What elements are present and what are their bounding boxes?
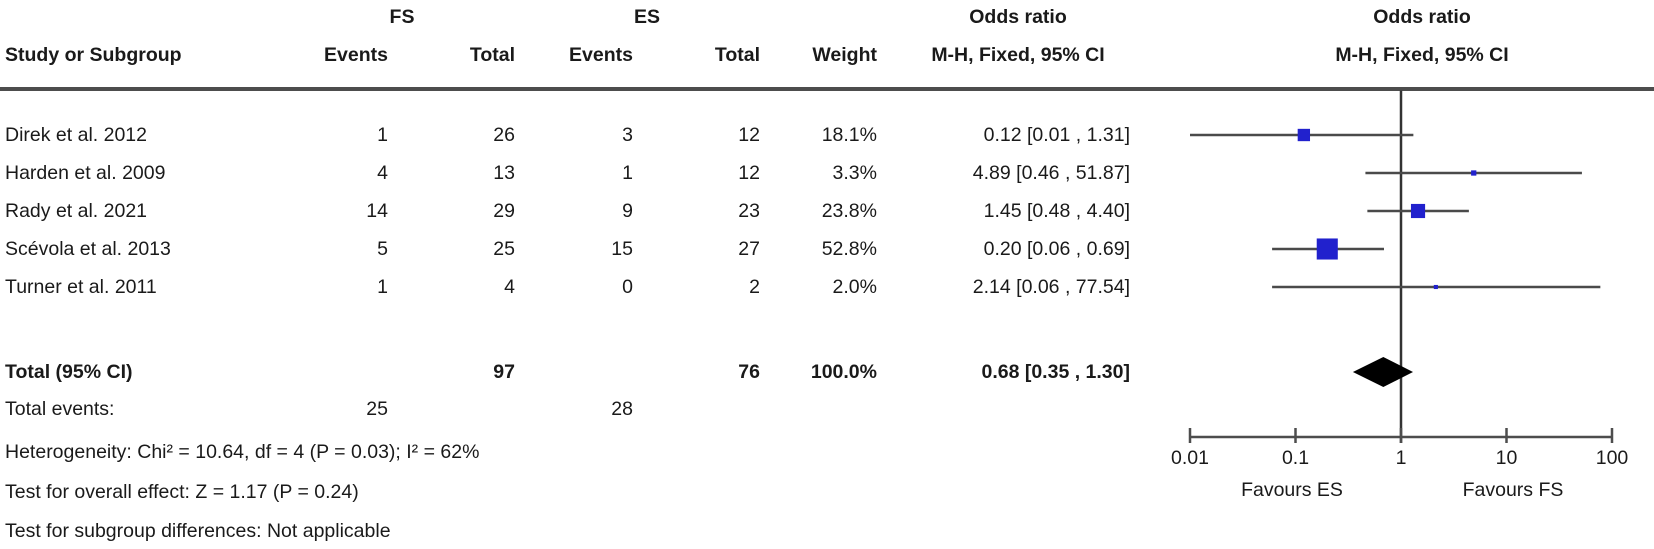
fs-total-value: 25 (493, 238, 515, 260)
group-header-odds-ratio: Odds ratio (969, 6, 1067, 28)
weight-value: 52.8% (821, 238, 877, 260)
or-square-marker (1471, 170, 1477, 176)
fs-events-value: 4 (377, 162, 388, 184)
total-or-ci: 0.68 [0.35 , 1.30] (981, 361, 1130, 383)
total-row-label: Total (95% CI) (5, 361, 133, 383)
col-header-es-total: Total (714, 44, 760, 66)
study-label: Turner et al. 2011 (5, 276, 157, 298)
total-events-label: Total events: (5, 398, 115, 420)
fs-total-value: 29 (493, 200, 515, 222)
total-fs-total: 97 (493, 361, 515, 383)
or-square-marker (1316, 238, 1338, 260)
es-events-value: 0 (622, 276, 633, 298)
fs-total-value: 13 (493, 162, 515, 184)
weight-value: 2.0% (832, 276, 877, 298)
or-square-marker (1433, 284, 1438, 290)
fs-total-value: 4 (504, 276, 515, 298)
col-header-weight: Weight (812, 44, 877, 66)
group-header-es: ES (633, 6, 661, 28)
total-weight: 100.0% (810, 361, 877, 383)
favours-right-label: Favours FS (1463, 479, 1564, 501)
col-header-fs-events: Events (324, 44, 388, 66)
x-tick-label: 0.1 (1282, 447, 1309, 469)
es-events-value: 9 (622, 200, 633, 222)
fs-events-value: 14 (366, 200, 388, 222)
fs-events-value: 1 (377, 276, 388, 298)
study-label: Rady et al. 2021 (5, 200, 148, 222)
or-ci-value: 2.14 [0.06 , 77.54] (972, 276, 1130, 298)
col-header-mh-ci: M-H, Fixed, 95% CI (931, 44, 1105, 66)
summary-diamond (1352, 357, 1414, 387)
subgroup-difference-stat: Test for subgroup differences: Not appli… (5, 520, 391, 542)
col-header-study: Study or Subgroup (5, 44, 182, 66)
es-events-value: 3 (622, 124, 633, 146)
study-label: Scévola et al. 2013 (5, 238, 171, 260)
overall-effect-stat: Test for overall effect: Z = 1.17 (P = 0… (5, 481, 359, 503)
total-events-fs: 25 (366, 398, 388, 420)
or-square-marker (1410, 203, 1426, 219)
es-total-value: 12 (738, 162, 760, 184)
fs-total-value: 26 (493, 124, 515, 146)
x-tick-label: 100 (1596, 447, 1629, 469)
es-total-value: 27 (738, 238, 760, 260)
total-es-total: 76 (738, 361, 760, 383)
col-header-es-events: Events (569, 44, 633, 66)
es-total-value: 23 (738, 200, 760, 222)
or-ci-value: 0.20 [0.06 , 0.69] (983, 238, 1130, 260)
x-tick-label: 0.01 (1171, 447, 1209, 469)
study-label: Harden et al. 2009 (5, 162, 166, 184)
group-header-fs: FS (389, 6, 415, 28)
heterogeneity-stat: Heterogeneity: Chi² = 10.64, df = 4 (P =… (5, 441, 480, 463)
favours-left-label: Favours ES (1241, 479, 1343, 501)
or-ci-value: 4.89 [0.46 , 51.87] (972, 162, 1130, 184)
total-events-es: 28 (611, 398, 633, 420)
weight-value: 3.3% (832, 162, 877, 184)
fs-events-value: 1 (377, 124, 388, 146)
weight-value: 23.8% (821, 200, 877, 222)
header-divider (0, 87, 1654, 91)
col-header-mh-ci-plot: M-H, Fixed, 95% CI (1335, 44, 1509, 66)
or-ci-value: 0.12 [0.01 , 1.31] (983, 124, 1130, 146)
or-ci-value: 1.45 [0.48 , 4.40] (983, 200, 1130, 222)
or-square-marker (1297, 128, 1311, 142)
weight-value: 18.1% (821, 124, 877, 146)
es-total-value: 2 (749, 276, 760, 298)
group-header-odds-ratio-plot: Odds ratio (1373, 6, 1471, 28)
es-total-value: 12 (738, 124, 760, 146)
fs-events-value: 5 (377, 238, 388, 260)
es-events-value: 15 (611, 238, 633, 260)
x-tick-label: 1 (1396, 447, 1407, 469)
study-label: Direk et al. 2012 (5, 124, 147, 146)
es-events-value: 1 (622, 162, 633, 184)
col-header-fs-total: Total (469, 44, 515, 66)
x-tick-label: 10 (1496, 447, 1518, 469)
